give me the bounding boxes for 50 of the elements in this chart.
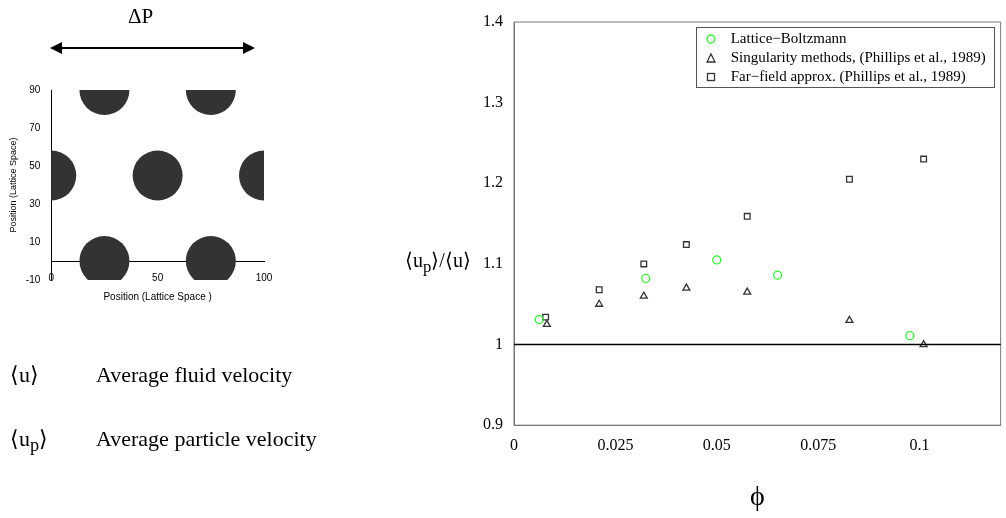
text: Average fluid velocity [96, 362, 293, 388]
chart-title: ΔP [128, 4, 154, 29]
point [772, 270, 783, 280]
x-tick-label: 0.1 [909, 436, 930, 453]
point [845, 315, 854, 324]
x-tick-label: 0.075 [800, 436, 837, 453]
point [682, 241, 690, 249]
point [905, 331, 915, 341]
x-tick-label: 50 [152, 271, 164, 283]
point [542, 313, 550, 321]
y-tick-label: 1 [495, 334, 503, 352]
y-tick-label: 1.1 [483, 254, 503, 272]
legend-label: Far−field approx. (Phillips et al., 1989) [730, 67, 966, 86]
text: ⟨u$_{p}$⟩ [10, 426, 49, 457]
point [743, 287, 752, 295]
text: ⟨u⟩ [10, 362, 39, 388]
x-tick-label: 0.05 [702, 436, 731, 453]
y-tick-label: 70 [29, 121, 41, 133]
point [712, 255, 722, 265]
text: Average particle velocity [96, 426, 317, 452]
x-tick-label: 0.025 [597, 436, 634, 453]
y-tick-label: 90 [29, 83, 41, 95]
y-tick-label: 1.3 [483, 92, 503, 110]
legend-label: Singularity methods, (Phillips et al., 1989) [730, 48, 986, 67]
point [595, 286, 603, 294]
y-tick-label: -10 [25, 273, 41, 285]
point [640, 260, 648, 268]
point [639, 291, 648, 299]
y-tick-label: 50 [29, 159, 41, 171]
x-tick-label: 0 [510, 436, 518, 453]
x-axis-title: Position (Lattice Space ) [103, 290, 212, 302]
x-axis-title: ϕ [749, 479, 765, 511]
y-axis-title: ⟨u$_{p}$⟩/⟨u⟩ [405, 248, 471, 277]
x-tick-label: 100 [255, 271, 273, 283]
point [542, 319, 551, 328]
y-tick-label: 10 [29, 235, 41, 247]
y-tick-label: 1.4 [483, 12, 503, 30]
y-tick-label: 30 [29, 197, 41, 209]
point [919, 339, 928, 348]
point [682, 283, 691, 291]
point [595, 299, 604, 307]
point [920, 155, 928, 163]
point [641, 273, 651, 284]
y-tick-label: 0.9 [483, 415, 503, 433]
point [743, 212, 751, 220]
y-tick-label: 1.2 [483, 173, 503, 191]
y-axis-title: Position (Lattice Space) [7, 137, 18, 233]
point [845, 175, 853, 183]
legend-label: Lattice−Boltzmann [730, 29, 847, 48]
point [534, 314, 544, 325]
